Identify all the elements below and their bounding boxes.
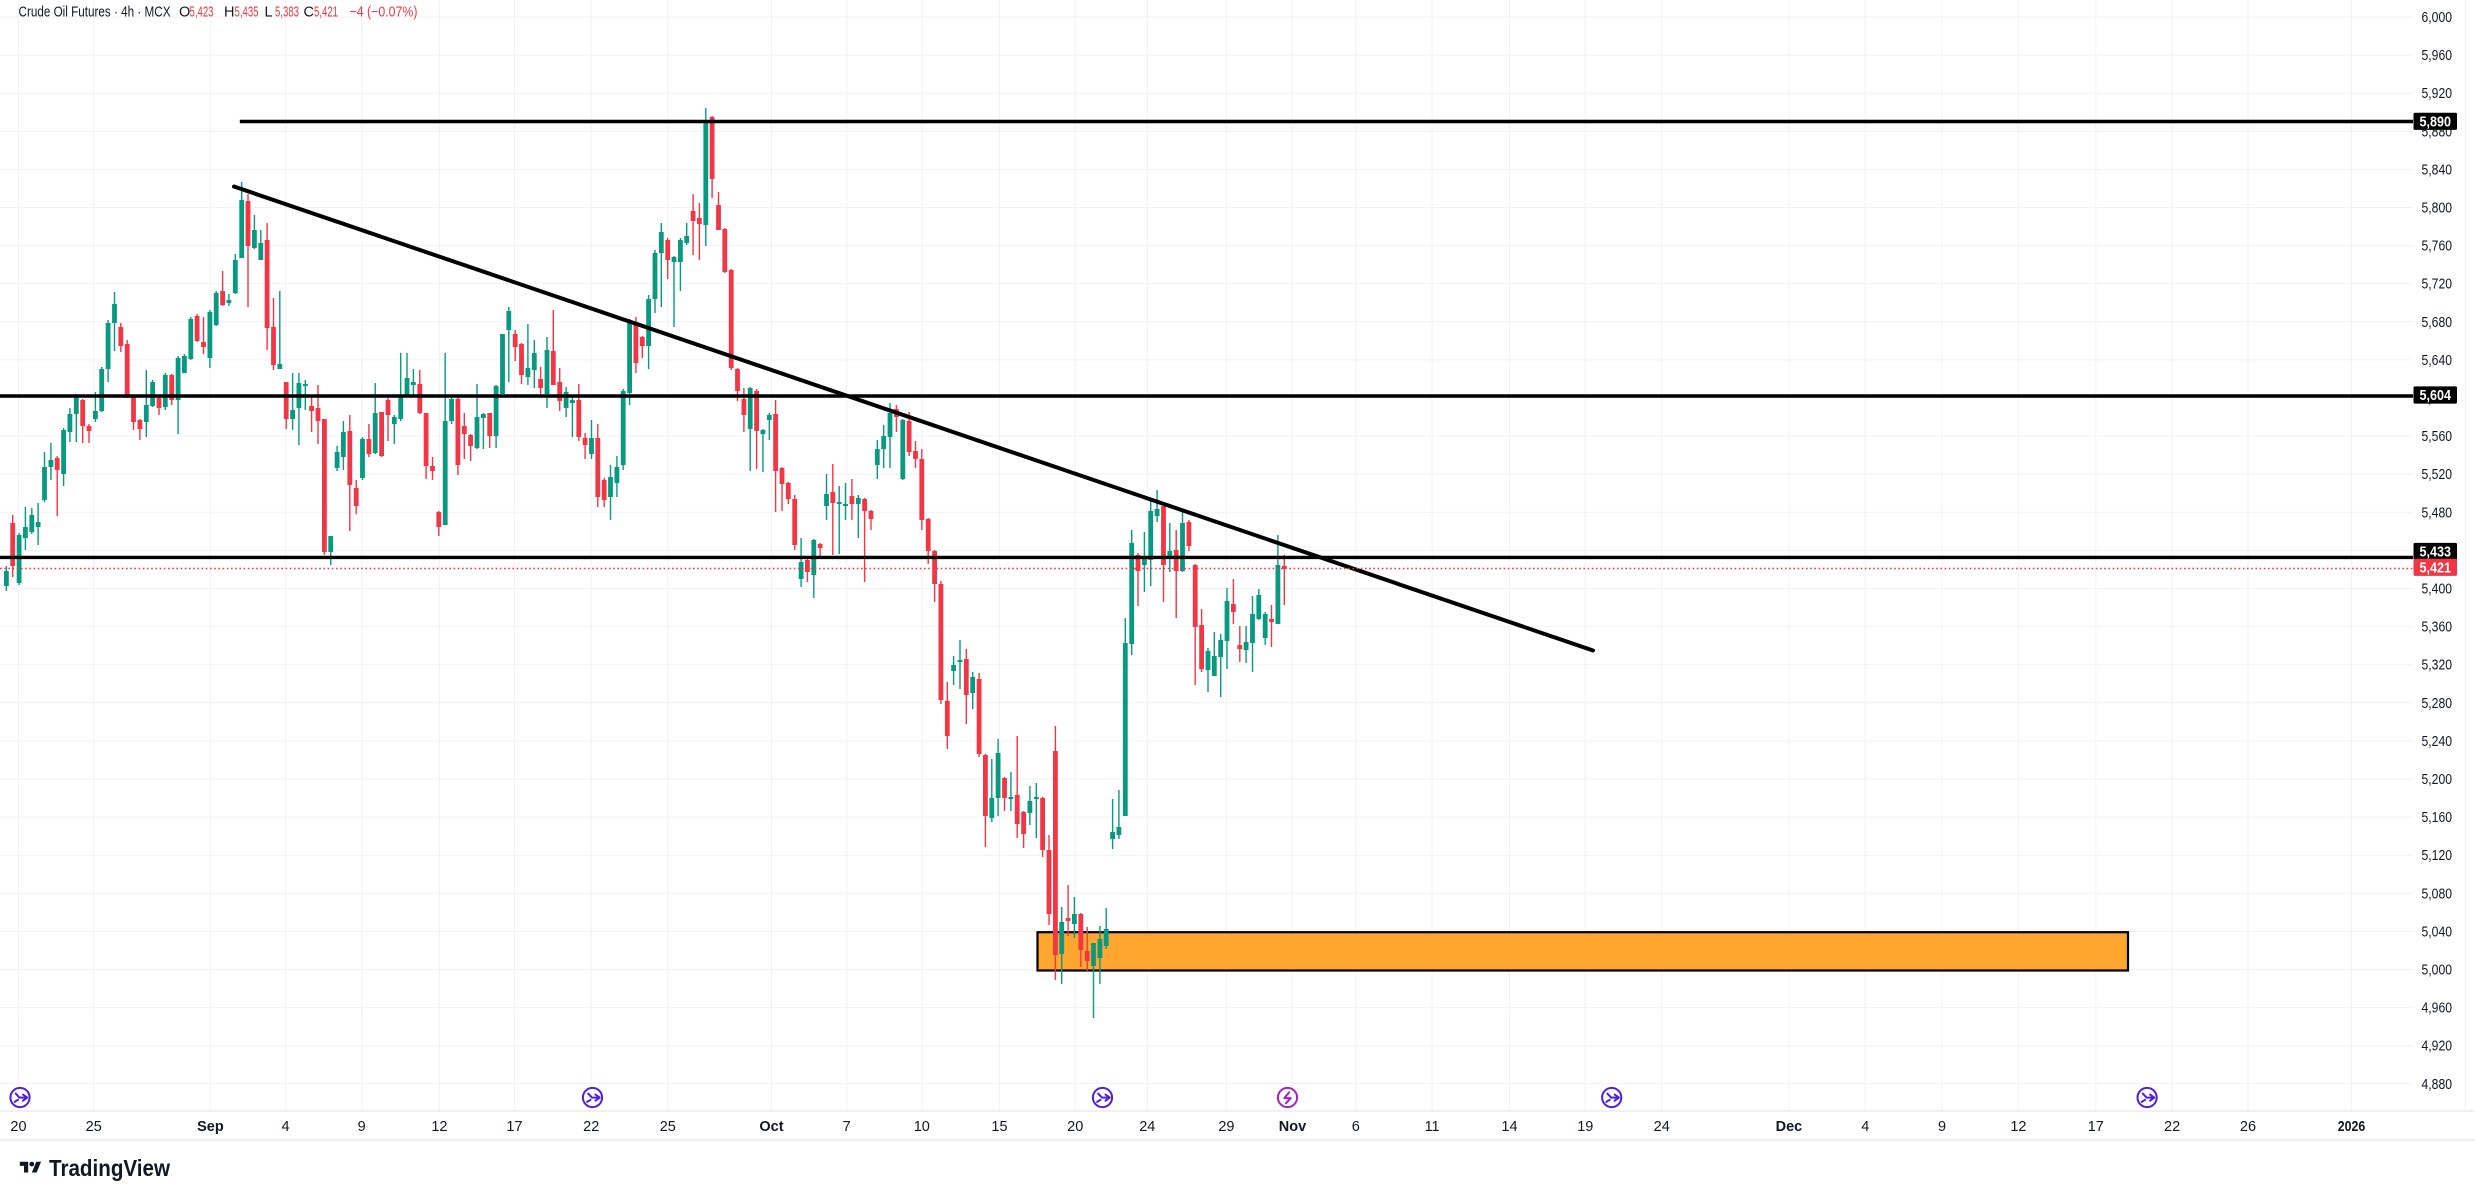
svg-text:5,320: 5,320 [2422,658,2453,674]
svg-text:2026: 2026 [2338,1119,2366,1135]
svg-text:6,000: 6,000 [2422,10,2453,26]
svg-text:22: 22 [2164,1119,2180,1135]
svg-text:19: 19 [1577,1119,1593,1135]
svg-text:17: 17 [2088,1119,2104,1135]
svg-text:4,960: 4,960 [2422,1001,2453,1017]
svg-text:9: 9 [1938,1119,1946,1135]
svg-text:5,435: 5,435 [235,5,259,21]
svg-text:5,680: 5,680 [2422,315,2453,331]
svg-text:−4 (−0.07%): −4 (−0.07%) [350,5,418,21]
svg-text:5,920: 5,920 [2422,86,2453,102]
svg-text:15: 15 [991,1119,1007,1135]
svg-text:5,240: 5,240 [2422,734,2453,750]
svg-text:Sep: Sep [197,1119,224,1135]
svg-text:20: 20 [1067,1119,1083,1135]
svg-text:5,760: 5,760 [2422,239,2453,255]
svg-text:17: 17 [506,1119,522,1135]
svg-text:29: 29 [1218,1119,1234,1135]
svg-text:4,880: 4,880 [2422,1077,2453,1093]
svg-text:5,560: 5,560 [2422,429,2453,445]
svg-text:12: 12 [2010,1119,2026,1135]
svg-text:5,421: 5,421 [2420,560,2452,576]
svg-text:26: 26 [2240,1119,2256,1135]
svg-text:22: 22 [583,1119,599,1135]
svg-text:5,960: 5,960 [2422,48,2453,64]
svg-text:TradingView: TradingView [49,1155,171,1181]
svg-text:5,423: 5,423 [190,5,214,21]
svg-text:4,920: 4,920 [2422,1039,2453,1055]
svg-text:Crude Oil Futures · 4h · MCX: Crude Oil Futures · 4h · MCX [19,5,171,21]
svg-text:5,640: 5,640 [2422,353,2453,369]
svg-text:Oct: Oct [759,1119,783,1135]
svg-text:5,080: 5,080 [2422,886,2453,902]
svg-text:5,720: 5,720 [2422,277,2453,293]
svg-text:5,383: 5,383 [275,5,299,21]
svg-text:5,520: 5,520 [2422,467,2453,483]
svg-text:25: 25 [86,1119,102,1135]
svg-text:4: 4 [1861,1119,1869,1135]
svg-text:7: 7 [843,1119,851,1135]
svg-text:5,400: 5,400 [2422,582,2453,598]
svg-text:5,040: 5,040 [2422,924,2453,940]
svg-text:H: H [224,5,234,21]
svg-text:12: 12 [431,1119,447,1135]
svg-text:O: O [179,5,190,21]
svg-text:5,433: 5,433 [2420,545,2452,561]
svg-text:C: C [304,5,314,21]
svg-text:L: L [265,5,273,21]
svg-text:5,890: 5,890 [2420,114,2452,130]
svg-text:10: 10 [914,1119,930,1135]
svg-text:14: 14 [1501,1119,1517,1135]
svg-text:Dec: Dec [1776,1119,1803,1135]
svg-text:Nov: Nov [1279,1119,1306,1135]
svg-text:5,360: 5,360 [2422,620,2453,636]
svg-text:24: 24 [1139,1119,1155,1135]
svg-text:20: 20 [10,1119,26,1135]
svg-text:5,280: 5,280 [2422,696,2453,712]
svg-text:5,421: 5,421 [314,5,338,21]
svg-text:25: 25 [660,1119,676,1135]
svg-text:5,800: 5,800 [2422,201,2453,217]
svg-text:4: 4 [282,1119,290,1135]
svg-text:5,200: 5,200 [2422,772,2453,788]
svg-text:9: 9 [358,1119,366,1135]
svg-text:5,480: 5,480 [2422,505,2453,521]
svg-text:6: 6 [1352,1119,1360,1135]
svg-text:5,000: 5,000 [2422,963,2453,979]
svg-text:5,840: 5,840 [2422,162,2453,178]
svg-text:5,160: 5,160 [2422,810,2453,826]
svg-text:5,120: 5,120 [2422,848,2453,864]
svg-text:24: 24 [1654,1119,1670,1135]
svg-text:5,604: 5,604 [2420,388,2452,404]
svg-text:11: 11 [1425,1119,1440,1135]
